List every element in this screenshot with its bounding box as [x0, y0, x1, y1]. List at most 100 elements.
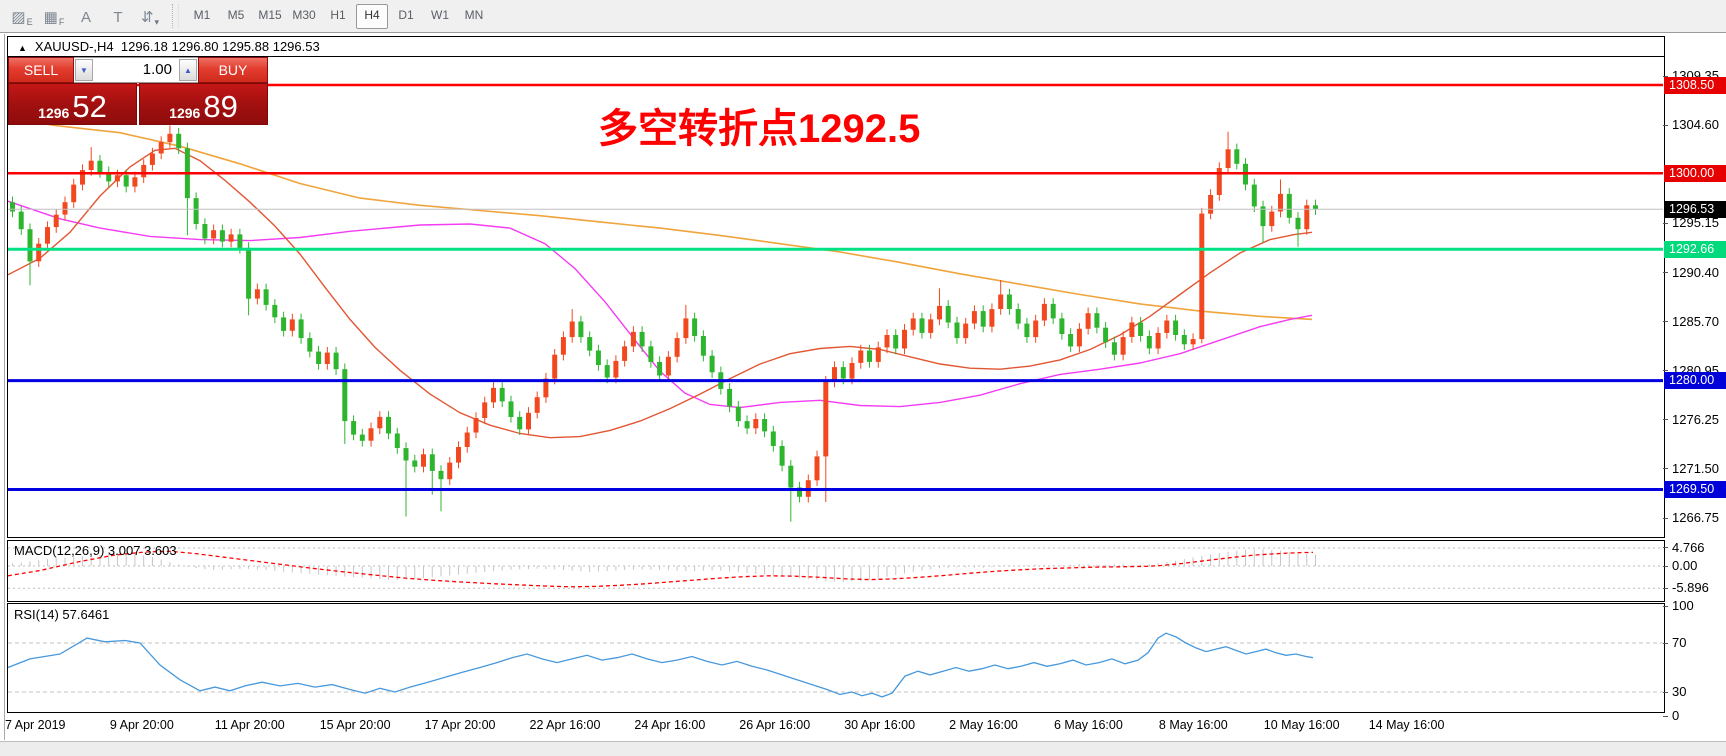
- timeframe-d1-button[interactable]: D1: [398, 7, 414, 22]
- status-strip: [0, 741, 1726, 756]
- main-chart-panel[interactable]: [7, 56, 1665, 538]
- text-label-icon[interactable]: A: [80, 9, 91, 26]
- price-1266.75-tick: [1663, 517, 1668, 519]
- price-1266.75-label: 1266.75: [1672, 510, 1719, 526]
- ohlc-values: 1296.18 1296.80 1295.88 1296.53: [120, 39, 320, 54]
- price-1271.50-tick: [1663, 468, 1668, 470]
- macd-4.766-label: 4.766: [1672, 539, 1705, 555]
- candlestick-chart[interactable]: [8, 56, 1663, 537]
- price-1304.60-tick: [1663, 124, 1668, 126]
- price-badge-1300.00: 1300.00: [1664, 164, 1726, 182]
- rsi-30-label: 30: [1672, 684, 1687, 699]
- time-label: 15 Apr 20:00: [319, 718, 391, 732]
- time-scale[interactable]: 7 Apr 2019 9 Apr 20:00 11 Apr 20:00 15 Apr …: [5, 713, 1665, 740]
- price-1285.70-label: 1285.70: [1672, 313, 1719, 329]
- price-1271.50-label: 1271.50: [1672, 460, 1719, 476]
- rsi-chart[interactable]: [8, 603, 1663, 713]
- time-label: 8 May 16:00: [1158, 718, 1228, 732]
- price-1290.40-label: 1290.40: [1672, 264, 1719, 280]
- rsi-70-tick: [1663, 642, 1668, 644]
- rsi-line: [8, 632, 1314, 698]
- time-label: 26 Apr 16:00: [739, 718, 811, 732]
- grid-f-icon[interactable]: ▦ F: [43, 9, 65, 27]
- price-1280.95-tick: [1663, 370, 1668, 372]
- rsi-0-tick: [1663, 715, 1668, 717]
- macd-0.00-label: 0.00: [1672, 558, 1698, 573]
- price-badge-1308.50: 1308.50: [1664, 76, 1726, 94]
- chart-title: ▲ XAUUSD-,H4 1296.18 1296.80 1295.88 1296…: [8, 37, 1664, 54]
- timeframe-m1-button[interactable]: M1: [193, 7, 211, 22]
- timeframe-m30-button[interactable]: M30: [292, 7, 316, 22]
- volume-down-icon[interactable]: ▼: [75, 59, 93, 81]
- time-label: 14 May 16:00: [1368, 718, 1445, 732]
- window-edge: [4, 34, 5, 740]
- macd-0.00-tick: [1663, 565, 1668, 567]
- rsi-70-label: 70: [1672, 635, 1687, 650]
- time-label: 22 Apr 16:00: [529, 718, 601, 732]
- chart-annotation-text: 多空转折点1292.5: [598, 107, 921, 151]
- macd-label: MACD(12,26,9) 3.007 3.603: [14, 543, 177, 558]
- sell-price-box[interactable]: 1296 52: [8, 83, 137, 125]
- volume-up-icon[interactable]: ▲: [179, 59, 197, 81]
- rsi-30-tick: [1663, 691, 1668, 693]
- time-label: 7 Apr 2019: [5, 718, 66, 732]
- time-label: 30 Apr 16:00: [844, 718, 916, 732]
- timeframe-h1-button[interactable]: H1: [330, 7, 346, 22]
- volume-stepper: ▼ 1.00 ▲: [74, 57, 198, 83]
- rsi-0-label: 0: [1672, 708, 1680, 723]
- time-label: 11 Apr 20:00: [214, 718, 285, 732]
- sell-price-pips: 52: [72, 89, 107, 124]
- chart-header-bar: ▲ XAUUSD-,H4 1296.18 1296.80 1295.88 1296…: [7, 36, 1665, 57]
- rsi-100-tick: [1663, 605, 1668, 607]
- macd-signal-line: [8, 550, 1314, 588]
- buy-price-box[interactable]: 1296 89: [139, 83, 268, 125]
- price-badge-1296.53: 1296.53: [1664, 200, 1726, 218]
- macd-4.766-tick: [1663, 547, 1668, 549]
- one-click-trade-panel: SELL ▼ 1.00 ▲ BUY 1296 52 1296 89: [8, 57, 268, 125]
- ma-slow-orange: [8, 117, 1313, 321]
- macd-chart[interactable]: [8, 540, 1663, 602]
- time-label: 6 May 16:00: [1054, 718, 1123, 732]
- macd--5.896-tick: [1663, 587, 1668, 589]
- price-1290.40-tick: [1663, 272, 1668, 274]
- timeframe-m5-button[interactable]: M5: [227, 7, 245, 22]
- cycle-arrows-icon[interactable]: ⇵ ▾: [140, 9, 160, 27]
- rsi-label: RSI(14) 57.6461: [14, 607, 110, 622]
- timeframe-m15-button[interactable]: M15: [258, 7, 282, 22]
- price-badge-1280.00: 1280.00: [1664, 372, 1726, 390]
- time-label: 24 Apr 16:00: [634, 718, 706, 732]
- sell-button[interactable]: SELL: [8, 57, 74, 83]
- timeframe-w1-button[interactable]: W1: [431, 7, 449, 22]
- time-label: 9 Apr 20:00: [109, 718, 174, 732]
- price-badge-1292.66: 1292.66: [1664, 240, 1726, 258]
- price-1276.25-label: 1276.25: [1672, 411, 1719, 427]
- buy-price-handle: 1296: [169, 105, 201, 121]
- time-label: 17 Apr 20:00: [424, 718, 496, 732]
- timeframe-mn-button[interactable]: MN: [464, 7, 484, 22]
- ea-chart-icon[interactable]: ▨ E: [11, 9, 33, 27]
- symbol-label: XAUUSD-,H4: [34, 39, 114, 54]
- rsi-panel[interactable]: [7, 603, 1665, 713]
- buy-price-pips: 89: [203, 89, 238, 124]
- price-badge-1269.50: 1269.50: [1664, 481, 1726, 499]
- price-1295.15-tick: [1663, 222, 1668, 224]
- price-1304.60-label: 1304.60: [1672, 117, 1719, 133]
- collapse-triangle-icon[interactable]: ▲: [18, 43, 27, 53]
- timeframe-h4-button[interactable]: H4: [356, 3, 388, 29]
- buy-button[interactable]: BUY: [198, 57, 268, 83]
- toolbar-separator: [172, 4, 179, 28]
- sell-price-handle: 1296: [38, 105, 70, 121]
- price-1276.25-tick: [1663, 419, 1668, 421]
- rsi-100-label: 100: [1672, 598, 1694, 614]
- price-1295.15-label: 1295.15: [1672, 215, 1719, 231]
- ma-mid-magenta: [8, 200, 1313, 409]
- textbox-icon[interactable]: T: [113, 9, 123, 26]
- volume-value[interactable]: 1.00: [142, 61, 172, 78]
- macd--5.896-label: -5.896: [1672, 580, 1709, 596]
- price-1309.35-tick: [1663, 75, 1668, 77]
- price-1285.70-tick: [1663, 321, 1668, 322]
- toolbar: ▨ E ▦ F A T ⇵ ▾ M1 M5 M15 M30 H1 H4 D1 W1 MN: [0, 0, 1726, 33]
- ma-fast-vermilion: [8, 147, 1313, 439]
- time-label: 10 May 16:00: [1263, 718, 1340, 732]
